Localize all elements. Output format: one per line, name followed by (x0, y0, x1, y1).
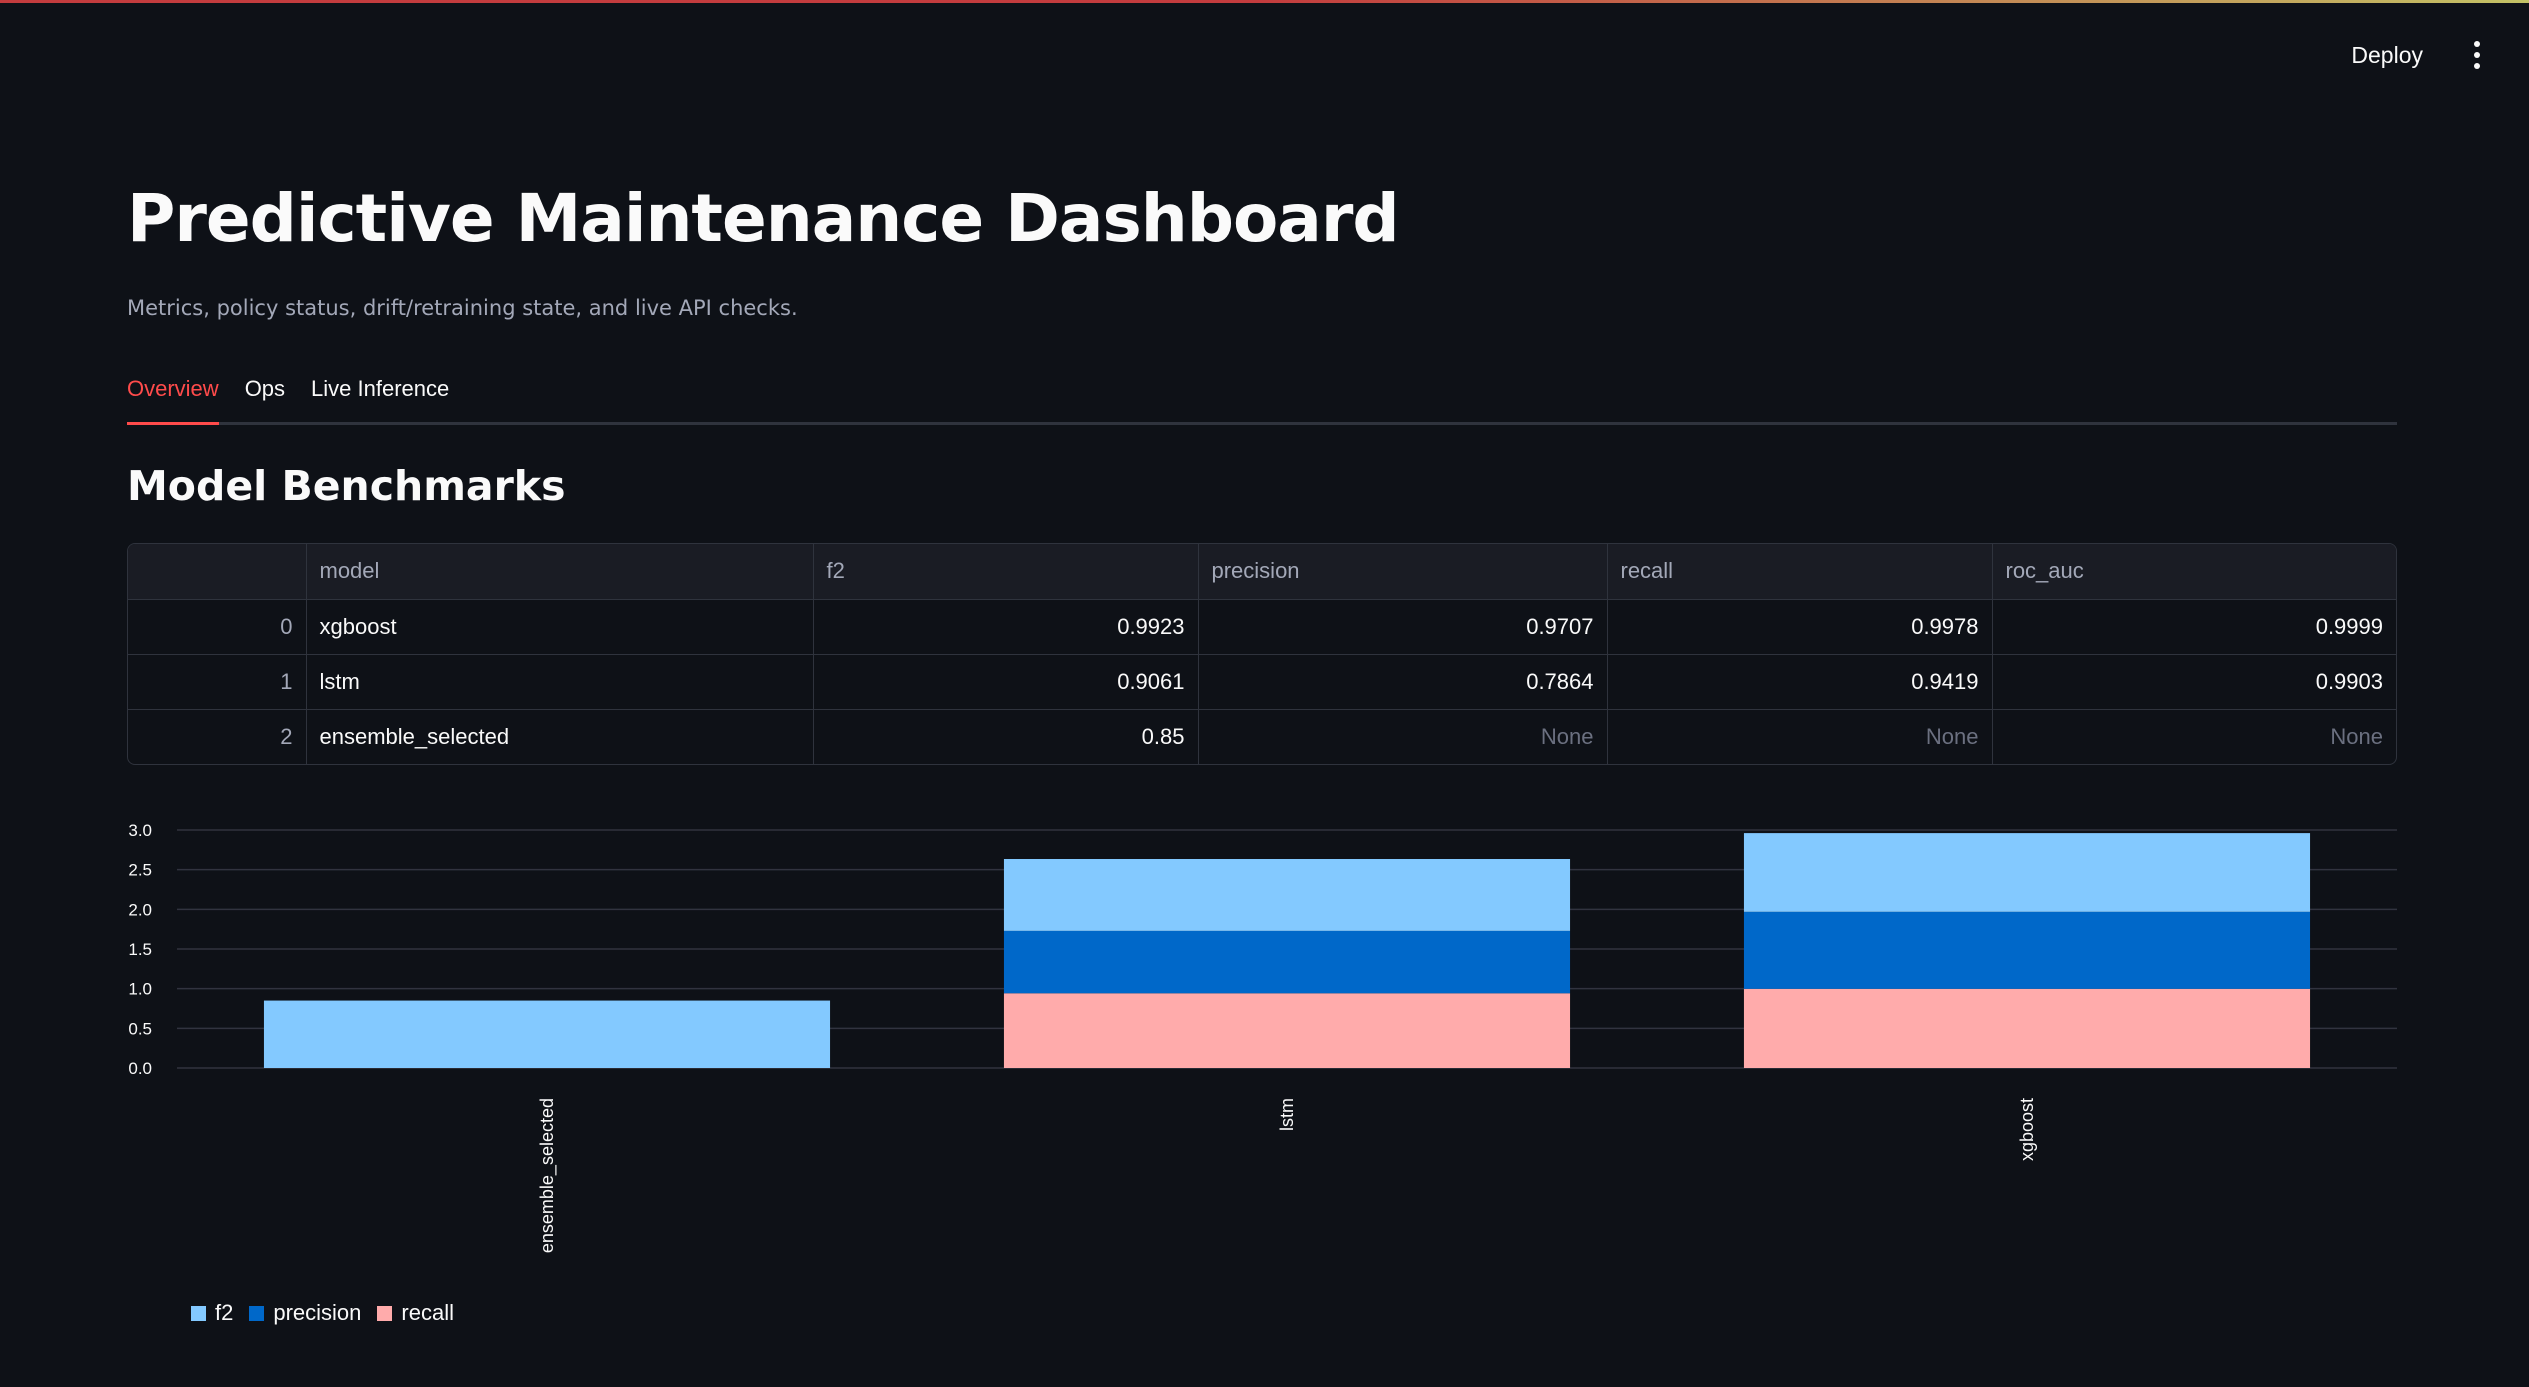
cell-model[interactable]: ensemble_selected (306, 709, 814, 764)
cell-f2[interactable]: 0.85 (813, 709, 1199, 764)
y-tick-label: 3.0 (128, 821, 152, 840)
y-tick-label: 1.0 (128, 980, 152, 999)
row-index: 1 (128, 654, 307, 710)
tab-bar: Overview Ops Live Inference (127, 370, 2397, 425)
column-header-index (128, 544, 307, 600)
cell-roc-auc[interactable]: None (2330, 723, 2383, 749)
cell-recall[interactable]: 0.9419 (1607, 654, 1993, 710)
column-header-f2[interactable]: f2 (813, 544, 1199, 600)
top-accent-bar (0, 0, 2529, 3)
bar-segment-f2-xgboost[interactable] (1743, 833, 2311, 912)
cell-precision[interactable]: None (1198, 709, 1608, 764)
legend-swatch-f2 (191, 1305, 206, 1321)
x-tick-label: lstm (1277, 1098, 1297, 1131)
cell-recall[interactable]: None (1607, 709, 1993, 764)
menu-dot (2474, 63, 2480, 69)
cell-recall[interactable]: 0.9978 (1607, 599, 1993, 655)
legend-item-recall[interactable]: recall (377, 1300, 454, 1326)
chart-legend: f2 precision recall (191, 1300, 454, 1326)
page-subtitle: Metrics, policy status, drift/retraining… (127, 296, 798, 320)
column-header-recall[interactable]: recall (1607, 544, 1993, 600)
cell-model[interactable]: xgboost (306, 599, 814, 655)
benchmark-table[interactable]: model f2 precision recall roc_auc 0 xgbo… (127, 543, 2397, 765)
legend-label-precision: precision (273, 1300, 362, 1325)
tab-overview[interactable]: Overview (127, 370, 219, 425)
page-title: Predictive Maintenance Dashboard (127, 180, 1400, 257)
cell-precision[interactable]: 0.7864 (1198, 654, 1608, 710)
table-row: 2 ensemble_selected 0.85 None None None (128, 709, 2396, 764)
bar-segment-f2-ensemble_selected[interactable] (263, 1000, 831, 1068)
column-header-precision[interactable]: precision (1198, 544, 1608, 600)
legend-label-recall: recall (401, 1300, 454, 1325)
cell-f2[interactable]: 0.9061 (813, 654, 1199, 710)
column-header-model[interactable]: model (306, 544, 814, 600)
y-tick-label: 0.5 (128, 1019, 152, 1038)
tab-live-inference[interactable]: Live Inference (311, 376, 450, 401)
legend-swatch-recall (377, 1305, 393, 1321)
table-row: 0 xgboost 0.9923 0.9707 0.9978 0.9999 (128, 599, 2396, 655)
y-tick-label: 1.5 (128, 940, 152, 959)
deploy-button[interactable]: Deploy (2345, 34, 2429, 77)
legend-item-f2[interactable]: f2 (191, 1300, 233, 1326)
bar-segment-f2-lstm[interactable] (1003, 859, 1571, 931)
row-index: 2 (128, 709, 307, 764)
tab-ops[interactable]: Ops (244, 376, 286, 401)
row-index: 0 (128, 599, 307, 655)
bar-segment-precision-lstm[interactable] (1003, 930, 1571, 994)
table-row: 1 lstm 0.9061 0.7864 0.9419 0.9903 (128, 654, 2396, 710)
cell-roc-auc[interactable]: 0.9999 (1992, 599, 2396, 655)
legend-label-f2: f2 (215, 1300, 234, 1325)
y-tick-label: 2.5 (128, 861, 152, 880)
cell-model[interactable]: lstm (306, 654, 814, 710)
legend-swatch-precision (249, 1305, 265, 1321)
legend-item-precision[interactable]: precision (249, 1300, 361, 1326)
y-tick-label: 0.0 (128, 1059, 152, 1078)
table-header-row: model f2 precision recall roc_auc (128, 544, 2396, 600)
bar-segment-recall-xgboost[interactable] (1743, 988, 2311, 1068)
menu-dot (2474, 41, 2480, 47)
section-title-model-benchmarks: Model Benchmarks (127, 462, 566, 510)
header-toolbar: Deploy (2345, 0, 2529, 110)
bar-segment-precision-xgboost[interactable] (1743, 911, 2311, 989)
x-tick-label: xgboost (2017, 1098, 2037, 1161)
column-header-roc-auc[interactable]: roc_auc (1992, 544, 2396, 600)
benchmark-stacked-bar-chart[interactable]: 0.0 0.5 1.0 1.5 2.0 2.5 3.0 ensemble_selected ls… (127, 808, 2397, 1278)
cell-roc-auc[interactable]: 0.9903 (1992, 654, 2396, 710)
cell-precision[interactable]: 0.9707 (1198, 599, 1608, 655)
kebab-menu-icon[interactable] (2465, 37, 2489, 73)
bar-segment-recall-lstm[interactable] (1003, 993, 1571, 1068)
x-tick-label: ensemble_selected (537, 1098, 558, 1253)
cell-f2[interactable]: 0.9923 (813, 599, 1199, 655)
menu-dot (2474, 52, 2480, 58)
y-tick-label: 2.0 (128, 900, 152, 919)
